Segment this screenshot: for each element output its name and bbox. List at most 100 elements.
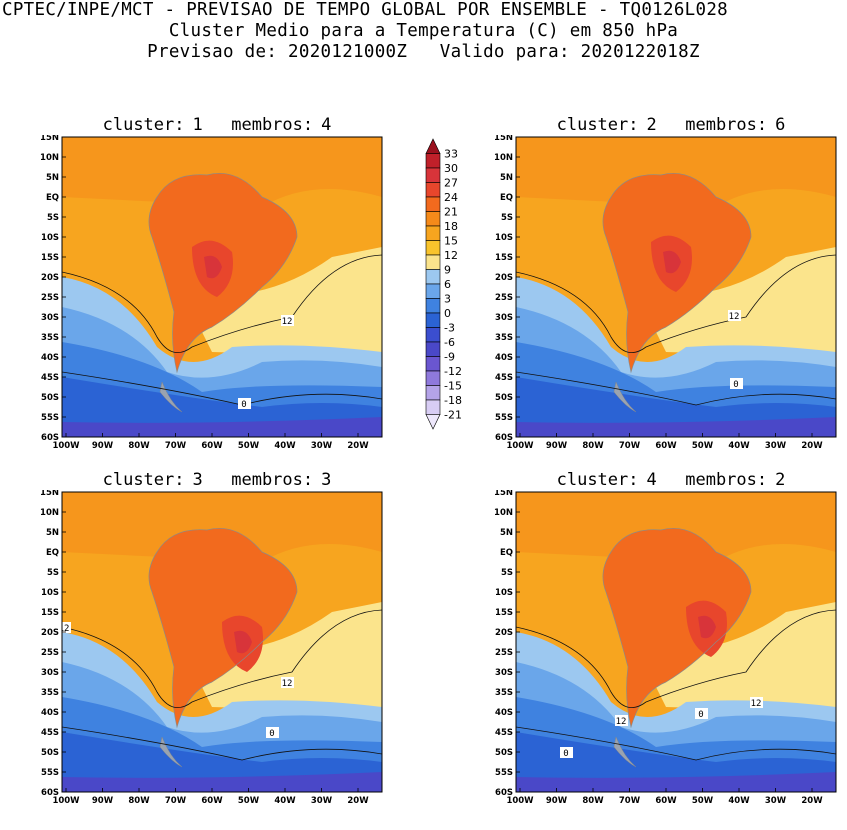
contour-label: 0 — [241, 400, 246, 410]
contour-label: 12 — [729, 312, 740, 322]
panel-title: cluster: 3 membros: 3 — [24, 470, 410, 490]
contour-label: 12 — [59, 624, 70, 634]
map-panel-cluster-3: cluster: 3 membros: 3 12 12 0 15N 10N 5N EQ 5S 10S… — [24, 470, 410, 830]
lon-label: 70W — [165, 441, 187, 451]
lat-label: 40S — [495, 708, 513, 718]
lat-label: 20S — [495, 628, 513, 638]
colorbar-segment — [425, 370, 441, 386]
temperature-map: 12 0 15N 10N 5N EQ 5S 10S 15S 20S 25S 30S 35S 40S 45S 5… — [494, 135, 837, 451]
patagonia-land — [613, 381, 637, 413]
lat-label: 10S — [495, 233, 513, 243]
lat-label: 15N — [494, 135, 513, 143]
lat-label: 30S — [495, 668, 513, 678]
coastline — [148, 172, 298, 374]
map-panel-cluster-1: cluster: 1 membros: 4 12 0 15N 10N 5N EQ 5S 10S 15… — [24, 115, 410, 475]
lat-label: 5N — [500, 173, 513, 183]
map-frame — [61, 491, 383, 793]
lat-label: 15N — [40, 135, 59, 143]
cluster-number: 2 — [646, 115, 657, 135]
lat-label: 10S — [495, 588, 513, 598]
colorbar-level-label: -21 — [444, 409, 462, 422]
map-panel-cluster-4: cluster: 4 membros: 2 12 12 0 0 15N 10N 5N EQ 5S 10… — [478, 470, 847, 830]
colorbar-level-label: -15 — [444, 380, 462, 393]
lat-label: 60S — [495, 788, 513, 798]
lon-label: 60W — [655, 796, 677, 806]
lon-label: 20W — [801, 796, 823, 806]
coastline — [602, 527, 752, 729]
members-label: membros: — [231, 470, 314, 490]
temperature-map: 12 12 0 0 15N 10N 5N EQ 5S 10S 15S 20S 25S 30S 35S 40S 4… — [494, 490, 837, 806]
lon-label: 50W — [692, 796, 714, 806]
lon-label: 60W — [655, 441, 677, 451]
lat-label: 40S — [41, 353, 59, 363]
lat-label: 15S — [41, 608, 59, 618]
lat-label: EQ — [46, 193, 59, 203]
mild-region — [636, 602, 836, 712]
contour-label: 0 — [733, 380, 738, 390]
forecast-label: Previsao de: — [147, 42, 278, 62]
hottest-core — [698, 615, 716, 639]
coldest-band — [62, 417, 382, 437]
lat-label: 15N — [40, 490, 59, 498]
colorbar-segment — [425, 356, 441, 372]
tropical-band — [516, 492, 836, 562]
lat-label: 10N — [40, 153, 59, 163]
members-count: 4 — [321, 115, 332, 135]
lon-label: 80W — [582, 441, 604, 451]
lat-label: 5S — [501, 568, 513, 578]
lon-label: 30W — [765, 796, 787, 806]
contour-label-bg — [695, 708, 708, 719]
colorbar-level-label: 9 — [444, 264, 451, 277]
contour-label-bg — [266, 727, 279, 738]
colorbar-segment — [425, 399, 441, 415]
colorbar-segment — [425, 327, 441, 343]
lon-label: 100W — [52, 441, 80, 451]
contour-label: 12 — [616, 717, 627, 727]
lon-label: 40W — [274, 441, 296, 451]
cluster-number: 4 — [646, 470, 657, 490]
panel-title: cluster: 4 membros: 2 — [478, 470, 847, 490]
lat-label: 50S — [41, 393, 59, 403]
lon-label: 80W — [128, 441, 150, 451]
colorbar-arrow-bottom — [425, 414, 441, 430]
lat-label: EQ — [500, 193, 513, 203]
header-line-3: Previsao de: 2020121000Z Valido para: 20… — [0, 42, 847, 63]
colorbar-level-label: 24 — [444, 191, 458, 204]
lon-label: 50W — [238, 796, 260, 806]
lat-label: 30S — [41, 313, 59, 323]
colorbar-segment — [425, 283, 441, 299]
lat-label: 50S — [495, 748, 513, 758]
colorbar-segment — [425, 167, 441, 183]
coastline — [602, 172, 752, 374]
lon-label: 70W — [619, 441, 641, 451]
valid-label: Valido para: — [439, 42, 570, 62]
lat-label: EQ — [500, 548, 513, 558]
lat-label: 45S — [41, 728, 59, 738]
lon-label: 30W — [311, 796, 333, 806]
lon-label: 20W — [347, 441, 369, 451]
contour-label-bg — [728, 310, 741, 321]
contour-0 — [516, 371, 836, 406]
contour-label: 12 — [282, 679, 293, 689]
contour-12 — [62, 609, 382, 709]
colorbar-segment — [425, 269, 441, 285]
colorbar-level-label: 12 — [444, 249, 458, 262]
lat-label: 20S — [41, 628, 59, 638]
lat-label: 10N — [40, 508, 59, 518]
contour-12 — [516, 609, 836, 709]
lat-label: 35S — [41, 333, 59, 343]
colorbar-segment — [425, 240, 441, 256]
map-panel-cluster-2: cluster: 2 membros: 6 12 0 15N 10N 5N EQ 5S 10S 15… — [478, 115, 847, 475]
cluster-label: cluster: — [556, 470, 639, 490]
colorbar-segment — [425, 312, 441, 328]
lat-label: 15N — [494, 490, 513, 498]
lon-label: 40W — [728, 796, 750, 806]
hottest-core — [663, 250, 681, 274]
colorbar-segment — [425, 341, 441, 357]
lon-label: 70W — [619, 796, 641, 806]
colorbar-segment — [425, 182, 441, 198]
members-label: membros: — [231, 115, 314, 135]
lat-label: 55S — [41, 413, 59, 423]
colorbar-arrow-top — [425, 138, 441, 154]
continent-warm-field — [602, 528, 751, 727]
